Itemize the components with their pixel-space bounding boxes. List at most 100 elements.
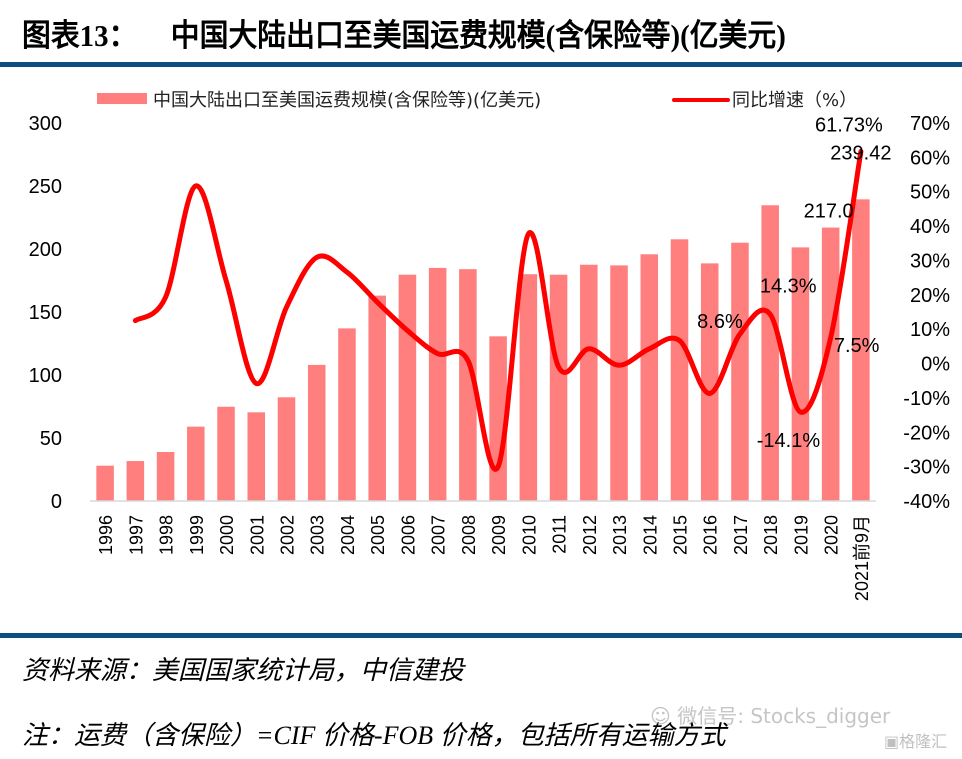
bar-2003	[307, 364, 326, 501]
x-tick-label: 2005	[368, 515, 388, 555]
bottom-divider	[0, 633, 962, 638]
bar-2008	[459, 269, 477, 501]
y-right-tick-label: 40%	[910, 216, 950, 238]
data-labels: 8.6% 14.3% -14.1% 7.5% 61.73% 217.0 239.42	[697, 114, 891, 452]
x-tick-label: 2006	[398, 515, 418, 555]
y-right-tick-label: -30%	[903, 457, 950, 479]
bar-1999	[187, 426, 205, 501]
bar-2012	[580, 264, 598, 501]
figure-title: 图表13： 中国大陆出口至美国运费规模(含保险等)(亿美元)	[22, 10, 786, 55]
x-axis-labels: 1996 1997 1998 1999 2000 2001 2002 2003 2004 2005…	[96, 515, 872, 601]
x-tick-label: 2008	[459, 515, 479, 555]
bar-2013	[610, 265, 628, 501]
legend-label-bar: 中国大陆出口至美国运费规模(含保险等)(亿美元)	[153, 90, 541, 111]
legend-label-line: 同比增速（%）	[732, 90, 857, 111]
x-tick-label: 1996	[96, 515, 116, 555]
y-right-tick-label: 20%	[910, 285, 950, 307]
line-series-yoy	[132, 148, 864, 472]
brand-watermark: ▣格隆汇	[884, 728, 947, 752]
y-left-tick-label: 100	[29, 365, 62, 387]
x-tick-label: 2009	[489, 515, 509, 555]
top-divider	[0, 62, 962, 67]
bar-2015	[670, 239, 689, 501]
bar-2018	[761, 205, 779, 501]
bar-2019	[791, 247, 810, 501]
bar-1998	[156, 451, 175, 501]
y-left-tick-label: 150	[29, 302, 62, 324]
x-tick-label: 2003	[308, 515, 328, 555]
bar-2011	[549, 274, 568, 501]
data-label: 7.5%	[834, 335, 880, 357]
x-tick-label: 2011	[550, 515, 570, 554]
x-tick-label: 2002	[278, 515, 298, 555]
source-note: 资料来源：美国国家统计局，中信建投	[22, 656, 465, 685]
x-tick-label: 2010	[519, 515, 539, 555]
x-tick-label: 1999	[187, 515, 207, 555]
y-axis-left: 0 50 100 150 200 250 300	[29, 113, 62, 513]
bar-2007	[428, 267, 447, 501]
y-right-tick-label: 10%	[910, 319, 950, 341]
bar-2010	[519, 274, 538, 501]
y-right-tick-label: 70%	[910, 113, 950, 135]
x-tick-label: 2013	[610, 515, 630, 555]
x-tick-label: 2016	[701, 515, 721, 555]
x-tick-label: 2012	[580, 515, 600, 555]
figure-number: 图表13：	[22, 18, 138, 53]
legend: 中国大陆出口至美国运费规模(含保险等)(亿美元) 同比增速（%）	[97, 90, 857, 111]
data-label: 239.42	[830, 142, 891, 164]
bar-2005	[368, 295, 386, 501]
y-right-tick-label: 30%	[910, 250, 950, 272]
y-left-tick-label: 200	[29, 239, 62, 261]
x-tick-label: 2000	[217, 515, 237, 555]
y-right-tick-label: 50%	[910, 182, 950, 204]
combo-chart: 中国大陆出口至美国运费规模(含保险等)(亿美元) 同比增速（%） 0 50 100 1…	[29, 90, 951, 601]
x-tick-label: 2020	[822, 515, 842, 555]
bar-2000	[217, 406, 235, 501]
y-right-tick-label: -10%	[903, 388, 950, 410]
data-label: 61.73%	[815, 114, 883, 136]
x-tick-label: 2014	[640, 515, 660, 555]
bar-2014	[640, 254, 659, 501]
x-tick-label: 2004	[338, 515, 358, 555]
x-tick-label: 2015	[671, 515, 691, 555]
wechat-watermark: ☺ 微信号: Stocks_digger	[650, 700, 890, 729]
bar-2004	[338, 328, 356, 501]
bar-2020	[821, 227, 840, 501]
bar-1996	[96, 465, 114, 501]
data-label: -14.1%	[757, 430, 821, 452]
x-tick-label: 2018	[761, 515, 781, 555]
brand-logo-icon: ▣	[884, 732, 900, 751]
y-right-tick-label: 60%	[910, 147, 950, 169]
bar-2017	[731, 242, 749, 501]
y-axis-right: -40% -30% -20% -10% 0% 10% 20% 30% 40% 50% 60% 70%	[903, 113, 950, 513]
bar-1997	[126, 461, 145, 501]
wechat-icon: ☺	[650, 704, 671, 728]
data-label: 8.6%	[697, 311, 743, 333]
bar-2002	[277, 397, 296, 501]
y-right-tick-label: -20%	[903, 422, 950, 444]
data-label: 217.0	[804, 201, 854, 223]
bar-2001	[247, 412, 266, 501]
wechat-watermark-text: 微信号: Stocks_digger	[677, 704, 891, 728]
bar-2016	[700, 263, 719, 501]
bar-2021前9月	[852, 199, 870, 501]
y-left-tick-label: 50	[40, 428, 62, 450]
bar-2006	[398, 274, 417, 501]
y-right-tick-label: 0%	[921, 354, 950, 376]
bar-series	[96, 199, 870, 501]
y-right-tick-label: -40%	[903, 491, 950, 513]
y-left-tick-label: 0	[51, 491, 62, 513]
x-tick-label: 1998	[157, 515, 177, 555]
data-label: 14.3%	[760, 275, 817, 297]
brand-watermark-text: 格隆汇	[899, 732, 948, 751]
footnote: 注：运费（含保险）=CIF 价格-FOB 价格，包括所有运输方式	[22, 721, 726, 750]
y-left-tick-label: 250	[29, 176, 62, 198]
legend-swatch-bar	[97, 93, 147, 104]
figure-title-text: 中国大陆出口至美国运费规模(含保险等)(亿美元)	[170, 18, 786, 53]
x-tick-label: 2017	[731, 515, 751, 555]
x-tick-label: 2019	[791, 515, 811, 555]
x-tick-label: 1997	[126, 515, 146, 555]
x-tick-label: 2007	[429, 515, 449, 555]
x-tick-label: 2021前9月	[852, 515, 872, 601]
x-tick-label: 2001	[247, 515, 267, 555]
